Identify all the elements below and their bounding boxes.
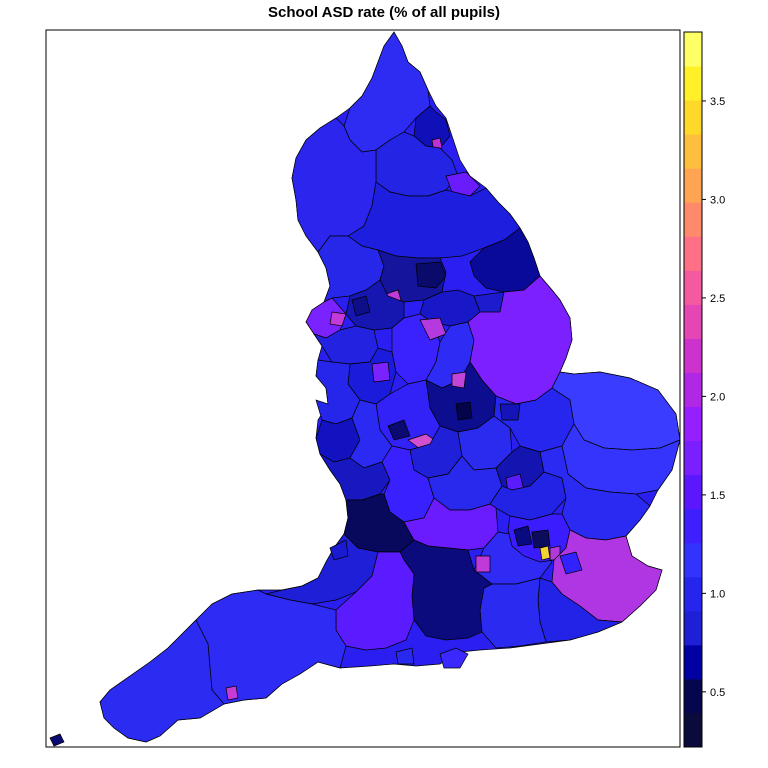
legend-swatch [684,440,702,476]
legend-swatch [684,372,702,408]
map-title: School ASD rate (% of all pupils) [268,4,500,21]
region-peterborough [499,403,521,421]
legend-frame [683,31,703,748]
legend-swatch [684,542,702,578]
legend-swatch [684,168,702,203]
legend-tick-label: 1.0 [710,588,725,600]
legend-swatch [684,202,702,237]
color-legend: 0.5 1.0 1.5 2.0 2.5 3.0 3.5 [683,31,725,748]
region-bristol [329,539,349,561]
legend-swatch [684,236,702,271]
region-bracknell [475,555,491,573]
legend-swatch [684,610,702,646]
region-teesside [445,171,481,197]
region-scilly [49,733,65,747]
region-devon [195,589,347,705]
region-leeds [415,261,447,289]
legend-swatch [684,406,702,442]
region-medway [559,551,583,575]
england-map [49,31,681,747]
region-somerset [265,533,379,605]
legend-swatch [684,100,702,135]
legend-tick-label: 3.0 [710,194,725,206]
legend-swatch [684,644,702,680]
region-west-sussex [479,577,547,649]
legend-swatch [684,66,702,101]
region-kensington [539,545,551,561]
region-wigan [351,295,371,317]
legend-swatch [684,338,702,373]
legend-swatch [684,576,702,612]
region-torbay [225,685,239,701]
region-bournemouth [395,647,415,665]
legend-swatch [684,270,702,305]
region-leicester-city [455,401,473,421]
legend-swatch [684,32,702,67]
map-frame [45,29,681,748]
legend-swatch [684,678,702,714]
legend-swatch [684,304,702,339]
region-birmingham [387,419,411,441]
legend-swatch [684,508,702,544]
region-rutland [451,371,467,389]
legend-swatch [684,474,702,510]
legend-swatch [684,712,702,748]
region-stoke [371,361,391,383]
region-london-inner [531,529,551,549]
region-gloucestershire [319,453,391,501]
region-sefton [329,311,347,327]
legend-tick-label: 3.5 [710,96,725,108]
legend-tick-label: 1.5 [710,490,725,502]
region-london-west [513,525,533,547]
region-isle-of-wight [439,647,469,669]
legend-tick-label: 2.5 [710,293,725,305]
region-cornwall [99,619,225,743]
region-north-lincs [473,291,505,313]
legend-tick-label: 2.0 [710,391,725,403]
legend-tick-label: 0.5 [710,687,725,699]
legend-swatch [684,134,702,169]
